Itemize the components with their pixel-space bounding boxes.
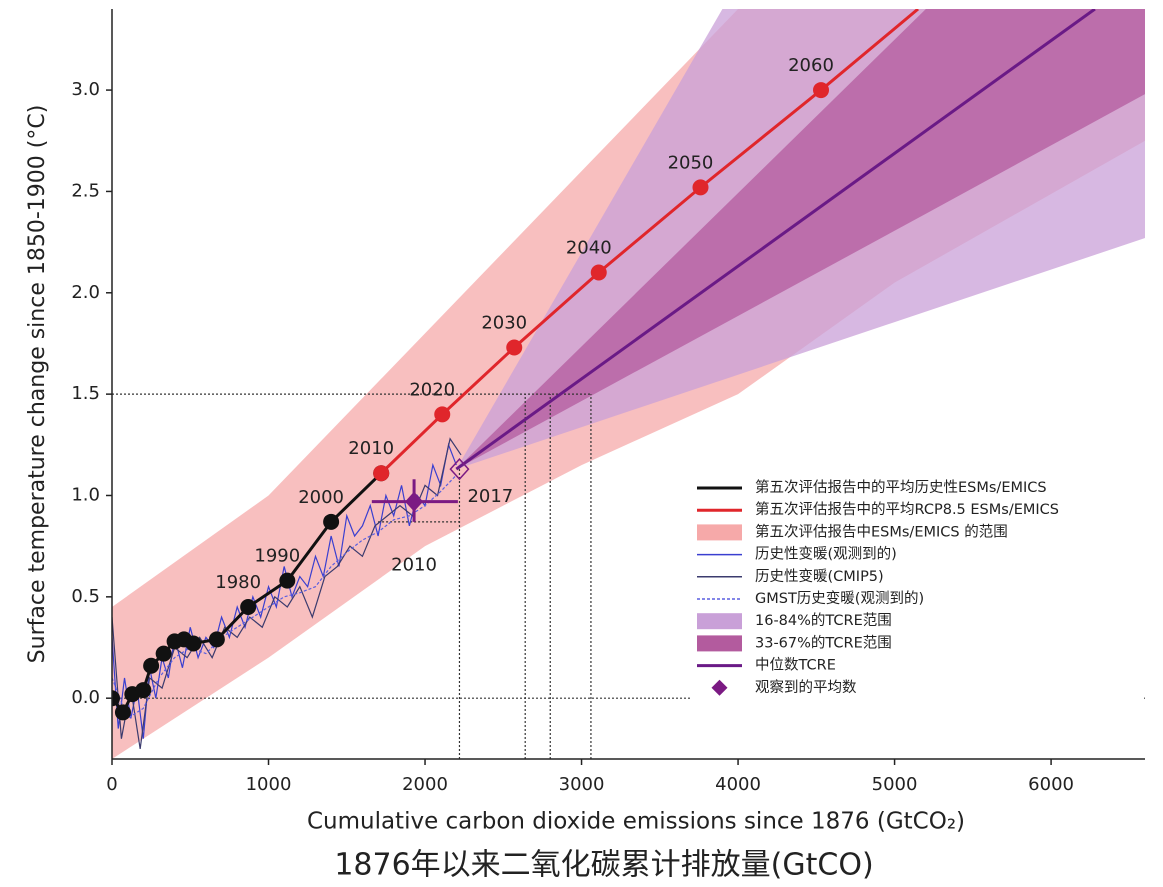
data-point: [135, 682, 152, 699]
legend-label: 33-67%的TCRE范围: [755, 634, 892, 651]
point-label: 2000: [298, 487, 344, 508]
observation-line: [112, 474, 457, 720]
legend-label: 第五次评估报告中的平均历史性ESMs/EMICS: [755, 478, 1047, 496]
series-line: [455, 9, 1096, 471]
x-tick-label: 2000: [402, 774, 448, 795]
legend-label: 历史性变暖(CMIP5): [755, 568, 884, 585]
caption: 1876年以来二氧化碳累计排放量(GtCO): [334, 848, 873, 883]
plot-area: [112, 9, 1145, 759]
data-point: [155, 645, 172, 662]
y-tick-label: 2.0: [71, 282, 100, 303]
point-label: 1980: [215, 572, 261, 593]
point-label: 2050: [668, 152, 714, 173]
legend-label: 中位数TCRE: [755, 657, 836, 674]
y-tick-label: 2.5: [71, 180, 100, 201]
point-label: 2020: [409, 379, 455, 400]
range-band: [456, 9, 1145, 470]
x-tick-label: 1000: [246, 774, 292, 795]
open-diamond-label: 2017: [467, 486, 513, 507]
y-tick-label: 3.0: [71, 79, 100, 100]
legend-swatch: [697, 613, 742, 630]
point-label: 2010: [348, 438, 394, 459]
x-axis-label: Cumulative carbon dioxide emissions sinc…: [307, 809, 965, 835]
x-tick-label: 6000: [1028, 774, 1074, 795]
data-point: [279, 572, 296, 589]
open-diamond: [449, 458, 470, 481]
data-point: [112, 690, 120, 707]
data-point: [590, 264, 607, 281]
y-tick-label: 0.0: [71, 687, 100, 708]
x-tick-label: 4000: [715, 774, 761, 795]
y-tick-label: 1.5: [71, 383, 100, 404]
data-point: [208, 631, 225, 648]
mean-diamond: [405, 491, 424, 512]
data-point: [323, 513, 340, 530]
point-label: 2040: [566, 238, 612, 259]
diamond-label: 2010: [391, 555, 437, 576]
legend-background: [690, 476, 1144, 716]
legend-label: 第五次评估报告中ESMs/EMICS 的范围: [755, 522, 1008, 540]
point-label: 1990: [254, 546, 300, 567]
observation-line: [112, 437, 462, 749]
data-point: [434, 406, 451, 423]
legend-label: 历史性变暖(观测到的): [755, 546, 897, 563]
data-point: [373, 465, 390, 482]
data-point: [813, 82, 830, 99]
data-point: [185, 635, 202, 652]
legend-swatch: [697, 635, 742, 652]
x-tick-label: 3000: [559, 774, 605, 795]
data-point: [143, 657, 160, 674]
legend-swatch: [711, 679, 728, 696]
y-tick-label: 0.5: [71, 586, 100, 607]
legend-label: 第五次评估报告中的平均RCP8.5 ESMs/EMICS: [755, 500, 1059, 518]
legend-label: GMST历史变暖(观测到的): [755, 590, 924, 607]
data-point: [692, 179, 709, 196]
point-label: 2030: [481, 313, 527, 334]
y-axis-label: Surface temperature change since 1850-19…: [25, 105, 50, 664]
x-tick-label: 5000: [872, 774, 918, 795]
legend-label: 观察到的平均数: [755, 678, 857, 696]
data-point: [240, 598, 257, 615]
observation-line: [112, 442, 457, 739]
y-tick-label: 1.0: [71, 484, 100, 505]
data-point: [506, 339, 523, 356]
x-tick-label: 0: [106, 774, 117, 795]
data-point: [114, 704, 131, 721]
legend-swatch: [697, 524, 742, 541]
legend-label: 16-84%的TCRE范围: [755, 612, 892, 629]
point-label: 2060: [788, 55, 834, 76]
